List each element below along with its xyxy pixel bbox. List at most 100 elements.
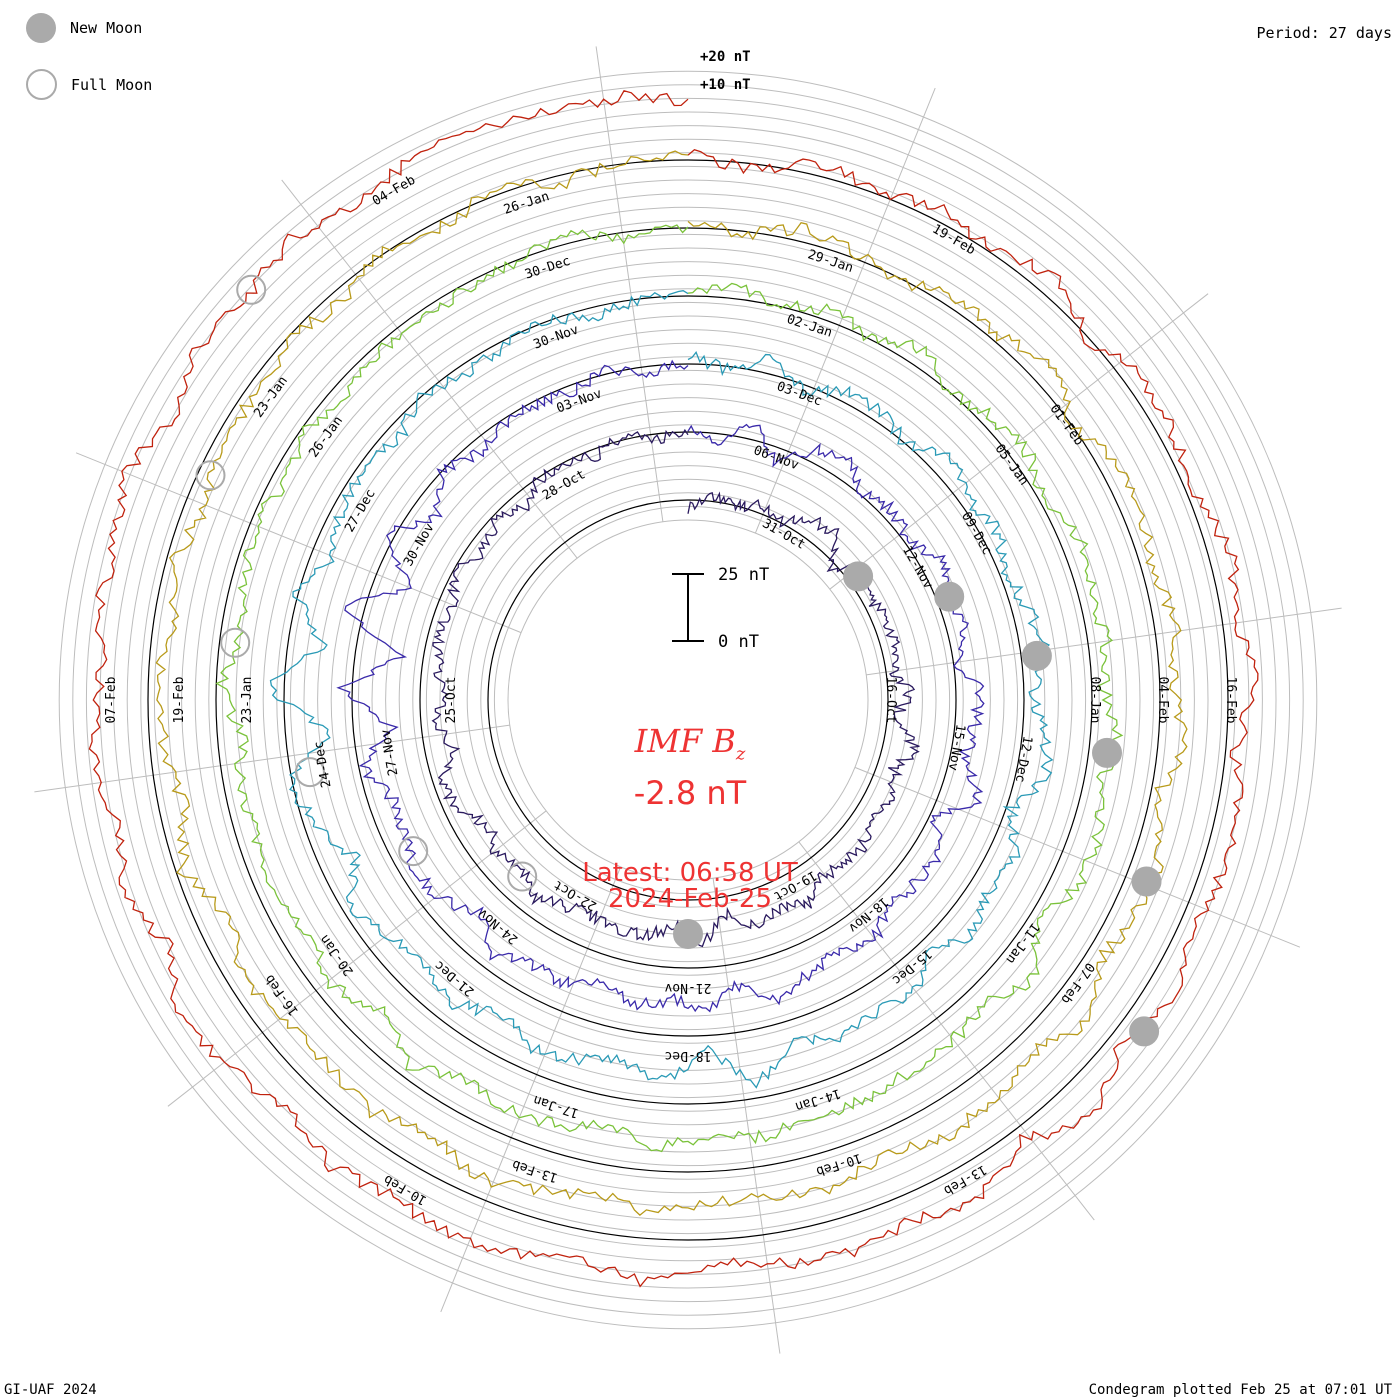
new-moon-icon xyxy=(26,13,56,43)
grid-circle xyxy=(303,315,1073,1085)
bz-series-3 xyxy=(269,290,1054,1089)
grid-circle xyxy=(371,383,1005,1017)
tick-label: 16-Oct xyxy=(883,677,898,724)
latest-time: Latest: 06:58 UT xyxy=(582,858,798,888)
grid-circle xyxy=(262,274,1114,1126)
grid-circle xyxy=(208,220,1168,1180)
tick-label: 04-Feb xyxy=(370,173,418,210)
full-moon-marker xyxy=(220,627,251,658)
grid-circle xyxy=(58,70,1318,1330)
tick-label: 13-Feb xyxy=(941,1161,989,1198)
bz-title-sub: z xyxy=(735,743,746,765)
grid-circle xyxy=(181,193,1195,1207)
grid-spoke xyxy=(754,87,936,534)
grid-spoke xyxy=(281,179,578,559)
full-moon-marker xyxy=(398,836,429,867)
bz-series-5 xyxy=(155,150,1188,1216)
grid-circle xyxy=(357,369,1019,1031)
grid-circle xyxy=(344,356,1032,1044)
grid-circle xyxy=(425,437,951,963)
tick-label: 14-Jan xyxy=(793,1085,842,1114)
full-moon-marker xyxy=(236,274,267,305)
date-tick-labels: 31-Oct16-Oct19-Oct22-Oct25-Oct28-Oct06-N… xyxy=(104,173,1238,1208)
period-label: Period: 27 days xyxy=(1256,24,1392,42)
tick-label: 08-Jan xyxy=(1087,677,1102,724)
legend-full-moon-label: Full Moon xyxy=(71,75,153,94)
grid-circle xyxy=(507,519,869,881)
grid-circle xyxy=(221,233,1155,1167)
grid-circle xyxy=(72,84,1304,1316)
grid-circle xyxy=(480,492,896,908)
new-moon-marker xyxy=(1021,640,1052,671)
tick-label: 13-Feb xyxy=(510,1156,559,1185)
legend-full-moon: Full Moon xyxy=(26,69,152,100)
grid-circle xyxy=(317,329,1059,1071)
plotted-label: Condegram plotted Feb 25 at 07:01 UT xyxy=(1088,1382,1392,1398)
tick-label: 18-Dec xyxy=(665,1048,712,1063)
grid-spoke xyxy=(798,841,1095,1221)
tick-label: 06-Nov xyxy=(751,443,800,473)
tick-label: 29-Jan xyxy=(806,247,855,276)
grid-circle xyxy=(235,247,1141,1153)
tick-label: 20-Jan xyxy=(317,932,357,979)
credit-label: GI-UAF 2024 xyxy=(4,1382,97,1398)
scale-bar-bottom-label: 0 nT xyxy=(718,632,759,652)
grid-circle xyxy=(412,424,964,976)
grid-circle xyxy=(85,97,1291,1303)
grid-circle xyxy=(153,165,1223,1235)
grid-spoke xyxy=(75,452,522,634)
zero-baseline xyxy=(283,295,1093,1105)
grid-circle xyxy=(398,410,978,990)
grid-spoke xyxy=(712,878,781,1354)
grid-circle xyxy=(330,342,1046,1058)
tick-label: 19-Feb xyxy=(172,676,187,723)
tick-label: 26-Jan xyxy=(502,189,551,218)
tick-label: 02-Jan xyxy=(785,312,834,341)
new-moon-marker xyxy=(673,919,703,949)
tick-label: 10-Feb xyxy=(381,1171,429,1208)
latest-date: 2024-Feb-25 xyxy=(607,884,773,914)
new-moon-marker xyxy=(1092,737,1122,768)
zero-baseline xyxy=(419,431,957,969)
bz-series-4 xyxy=(215,224,1124,1153)
grid-spoke xyxy=(34,724,510,793)
tick-label: 23-Jan xyxy=(251,374,291,421)
bz-series-6 xyxy=(88,90,1259,1288)
grid-spoke xyxy=(440,866,622,1313)
grid-circle xyxy=(493,505,883,895)
new-moon-marker xyxy=(1131,866,1162,897)
grid-circle xyxy=(99,111,1277,1289)
grid-circle xyxy=(249,261,1127,1139)
grid-spoke xyxy=(866,607,1342,676)
outer-scale-label-10: +10 nT xyxy=(700,77,751,93)
tick-label: 24-Dec xyxy=(312,740,335,789)
full-moon-marker xyxy=(195,460,226,491)
grid-spoke xyxy=(854,766,1301,948)
grid-circle xyxy=(466,478,910,922)
grid-circle xyxy=(113,125,1263,1275)
tick-label: 03-Dec xyxy=(775,379,824,409)
grid-spoke xyxy=(829,293,1209,590)
tick-label: 30-Dec xyxy=(523,254,572,283)
grid-circle xyxy=(167,179,1209,1221)
new-moon-marker xyxy=(843,561,874,592)
tick-label: 04-Feb xyxy=(1155,677,1170,724)
grid-spoke xyxy=(167,810,547,1107)
tick-label: 16-Feb xyxy=(1223,677,1238,724)
moon-markers xyxy=(195,274,1162,1047)
zero-baseline xyxy=(487,499,889,901)
legend-new-moon-label: New Moon xyxy=(70,19,143,37)
zero-baseline xyxy=(147,159,1229,1241)
full-moon-marker xyxy=(507,861,538,892)
new-moon-marker xyxy=(934,581,965,612)
grid-circle xyxy=(126,138,1250,1262)
bz-title: IMF Bz xyxy=(490,722,890,764)
new-moon-marker xyxy=(1129,1016,1160,1047)
tick-label: 07-Feb xyxy=(104,676,119,723)
bz-title-main: IMF B xyxy=(634,722,736,760)
outer-scale-label-20: +20 nT xyxy=(700,49,751,65)
legend-new-moon: New Moon xyxy=(26,13,142,43)
tick-label: 12-Nov xyxy=(899,543,936,591)
tick-label: 23-Jan xyxy=(240,677,255,724)
tick-label: 27-Nov xyxy=(378,728,401,777)
